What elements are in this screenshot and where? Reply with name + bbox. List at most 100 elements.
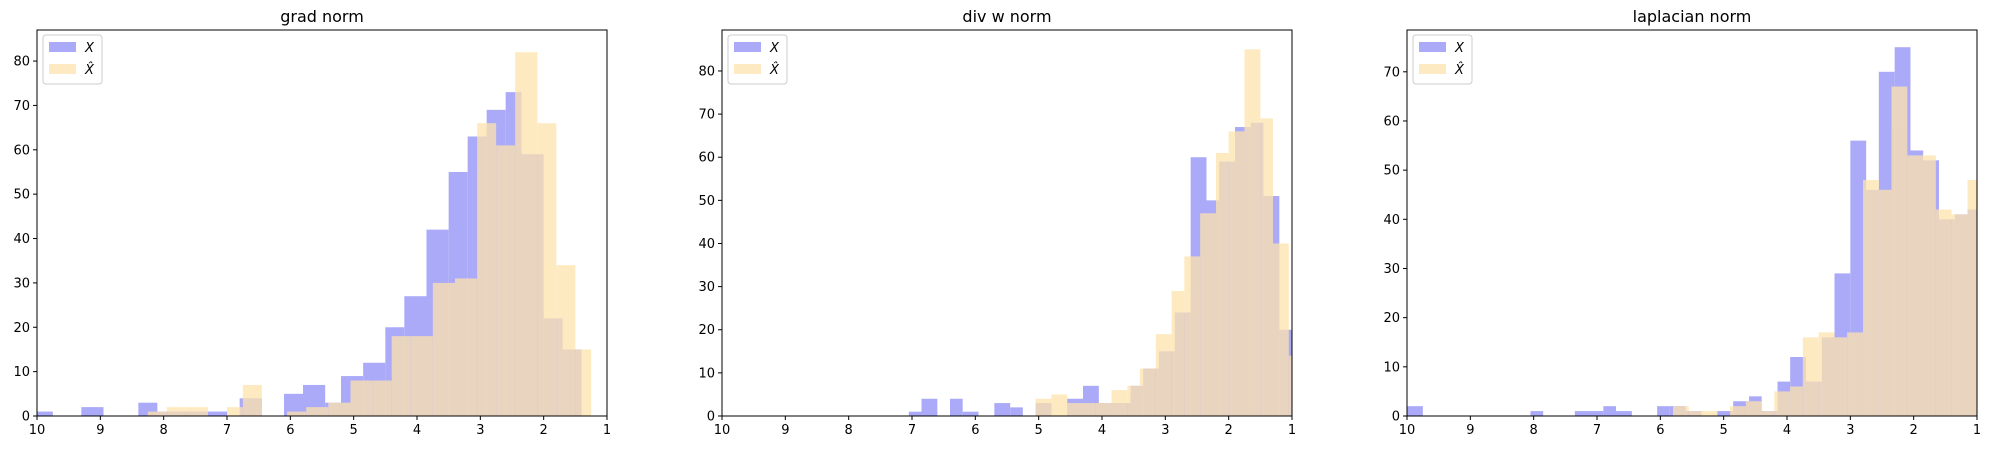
legend-label: X̂ bbox=[769, 63, 780, 78]
legend-swatch bbox=[734, 42, 761, 52]
histogram-bar bbox=[1673, 406, 1689, 416]
y-tick-label: 60 bbox=[1383, 114, 1400, 129]
x-tick-label: 1 bbox=[1973, 423, 1981, 438]
histogram-bar bbox=[1184, 256, 1201, 416]
histogram-bar bbox=[1790, 386, 1803, 416]
y-tick-label: 10 bbox=[13, 365, 30, 380]
histogram-bar bbox=[1228, 131, 1245, 416]
y-tick-label: 70 bbox=[13, 99, 30, 114]
y-tick-label: 30 bbox=[13, 276, 30, 291]
legend-label: X̂ bbox=[84, 63, 95, 78]
histogram-bar bbox=[350, 380, 373, 416]
y-tick-label: 40 bbox=[1383, 213, 1400, 228]
histogram-bar bbox=[1111, 390, 1128, 416]
x-tick-label: 4 bbox=[1098, 423, 1106, 438]
histogram-bar bbox=[1216, 152, 1229, 416]
histogram-bar bbox=[1878, 189, 1892, 416]
histogram-bar bbox=[1407, 406, 1423, 416]
histogram-bar bbox=[575, 349, 592, 416]
x-tick-label: 1 bbox=[1288, 423, 1296, 438]
histogram-bar bbox=[185, 407, 208, 416]
histogram-bar bbox=[477, 123, 497, 416]
histogram-bar bbox=[410, 336, 433, 416]
y-tick-label: 10 bbox=[698, 366, 715, 381]
histogram-bar bbox=[147, 411, 167, 416]
x-tick-label: 10 bbox=[714, 423, 731, 438]
histogram-bar bbox=[227, 407, 243, 416]
x-tick-label: 1 bbox=[603, 423, 611, 438]
histogram-bar bbox=[1273, 243, 1289, 416]
histogram-bar bbox=[208, 411, 227, 416]
histogram-bar bbox=[994, 403, 1011, 416]
histogram-bar bbox=[328, 402, 351, 416]
histogram-bar bbox=[1587, 411, 1604, 416]
y-tick-label: 10 bbox=[1383, 360, 1400, 375]
histogram-bar bbox=[1717, 411, 1734, 416]
histogram-bar bbox=[1200, 213, 1216, 416]
x-tick-label: 10 bbox=[29, 423, 46, 438]
x-tick-label: 7 bbox=[223, 423, 231, 438]
histogram-bar bbox=[496, 145, 516, 416]
histogram-bar bbox=[166, 407, 186, 416]
histogram-bar bbox=[921, 398, 938, 416]
histogram-bar bbox=[1923, 155, 1936, 416]
axes-frame bbox=[721, 29, 1293, 417]
y-tick-label: 20 bbox=[1383, 311, 1400, 326]
x-tick-label: 2 bbox=[1225, 423, 1233, 438]
x-tick-label: 2 bbox=[1910, 423, 1918, 438]
histogram-bar bbox=[284, 393, 303, 416]
histogram-bar bbox=[1095, 403, 1112, 416]
histogram-bar bbox=[1244, 49, 1261, 416]
histogram-bar bbox=[37, 411, 53, 416]
histogram-bar bbox=[1051, 394, 1068, 416]
histogram-bar bbox=[1951, 214, 1968, 416]
x-tick-label: 5 bbox=[1035, 423, 1043, 438]
histogram-bar bbox=[432, 282, 455, 416]
y-tick-label: 30 bbox=[1383, 262, 1400, 277]
y-tick-label: 50 bbox=[13, 188, 30, 203]
x-tick-label: 8 bbox=[1530, 423, 1538, 438]
x-tick-label: 6 bbox=[971, 423, 979, 438]
x-tick-label: 3 bbox=[476, 423, 484, 438]
y-tick-label: 70 bbox=[1383, 65, 1400, 80]
histogram-bar bbox=[455, 278, 478, 416]
legend-label: X bbox=[769, 41, 780, 56]
histogram-bar bbox=[1802, 337, 1819, 416]
y-tick-label: 60 bbox=[698, 151, 715, 166]
x-tick-label: 8 bbox=[160, 423, 168, 438]
chart-title: grad norm bbox=[280, 7, 364, 26]
x-tick-label: 7 bbox=[908, 423, 916, 438]
histogram-bar bbox=[287, 411, 307, 416]
histogram-bar bbox=[1967, 179, 1977, 416]
axes-frame bbox=[36, 29, 608, 417]
x-tick-label: 3 bbox=[1846, 423, 1854, 438]
histogram-bar bbox=[962, 411, 979, 416]
histogram-bar bbox=[515, 52, 538, 417]
histogram-bar bbox=[1155, 334, 1172, 416]
x-tick-label: 8 bbox=[845, 423, 853, 438]
y-tick-label: 0 bbox=[1392, 410, 1400, 425]
histogram-bar bbox=[1863, 179, 1879, 416]
y-tick-label: 40 bbox=[698, 237, 715, 252]
histogram-bar bbox=[1530, 411, 1544, 416]
histogram-bar bbox=[537, 123, 557, 416]
x-tick-label: 4 bbox=[413, 423, 421, 438]
x-tick-label: 5 bbox=[1720, 423, 1728, 438]
histogram-bar bbox=[1907, 155, 1924, 416]
chart-title: laplacian norm bbox=[1633, 7, 1752, 26]
legend-label: X̂ bbox=[1454, 63, 1465, 78]
x-tick-label: 4 bbox=[1783, 423, 1791, 438]
legend-swatch bbox=[1419, 64, 1446, 74]
histogram-bar bbox=[908, 411, 922, 416]
histogram-bar bbox=[1127, 385, 1140, 416]
histogram-bar bbox=[391, 336, 411, 416]
y-tick-label: 0 bbox=[22, 410, 30, 425]
y-tick-label: 20 bbox=[698, 323, 715, 338]
series-x-hat bbox=[1035, 49, 1292, 417]
legend: X X̂ bbox=[727, 34, 788, 85]
histogram-bar bbox=[1260, 118, 1273, 417]
histogram-bar bbox=[81, 407, 104, 416]
